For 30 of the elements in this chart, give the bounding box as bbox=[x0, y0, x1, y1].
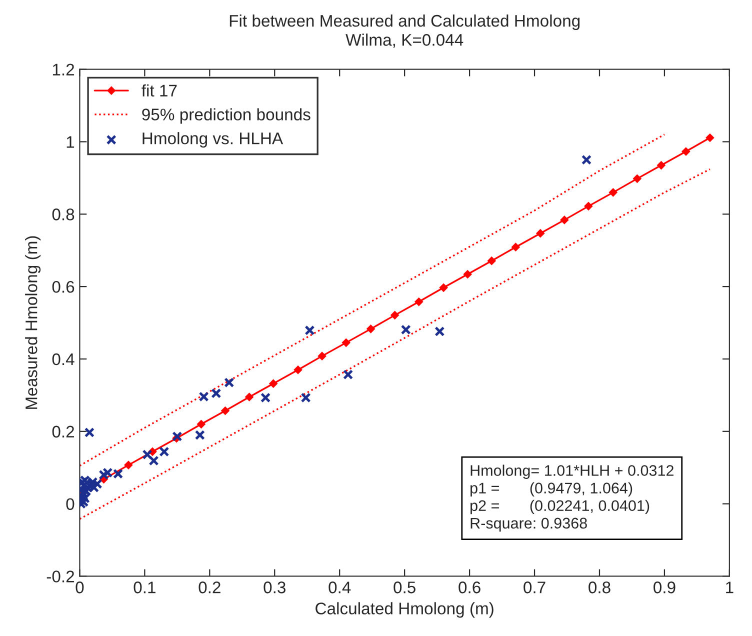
y-tick-label: 0 bbox=[66, 498, 74, 510]
x-tick-label: 0.8 bbox=[588, 582, 610, 594]
x-tick-label: 0.9 bbox=[654, 582, 676, 594]
chart-subtitle: Wilma, K=0.044 bbox=[346, 34, 464, 48]
x-tick-label: 0.4 bbox=[328, 582, 351, 594]
x-tick-label: 0 bbox=[76, 582, 84, 594]
annotation: Hmolong= 1.01*HLH + 0.0312 bbox=[470, 464, 674, 479]
x-tick-label: 0.6 bbox=[458, 582, 480, 594]
legend-label: fit 17 bbox=[142, 84, 177, 97]
x-tick-label: 0.1 bbox=[134, 582, 156, 594]
y-tick-label: 0.2 bbox=[52, 426, 74, 438]
y-tick-label: 1.2 bbox=[52, 64, 74, 76]
y-tick-label: 1 bbox=[66, 136, 74, 148]
x-tick-label: 1 bbox=[726, 582, 734, 594]
chart-title: Fit between Measured and Calculated Hmolong bbox=[230, 14, 580, 30]
x-axis-title: Calculated Hmolong (m) bbox=[316, 602, 494, 618]
legend-label: Hmolong vs. HLHA bbox=[142, 132, 284, 148]
x-tick-label: 0.5 bbox=[394, 582, 416, 594]
y-tick-label: 0.6 bbox=[52, 280, 74, 293]
y-axis-title: Measured Hmolong (m) bbox=[25, 236, 41, 409]
x-tick-label: 0.7 bbox=[524, 582, 546, 594]
annotation: p1 = (0.9479, 1.064) bbox=[470, 482, 632, 497]
x-tick-label: 0.3 bbox=[264, 582, 286, 594]
y-tick-label: 0.4 bbox=[52, 353, 74, 366]
y-tick-label: 0.8 bbox=[52, 208, 74, 220]
annotation: p2 = (0.02241, 0.0401) bbox=[470, 500, 650, 514]
y-tick-label: -0.2 bbox=[46, 570, 74, 582]
legend-label: 95% prediction bounds bbox=[142, 108, 310, 124]
x-tick-label: 0.2 bbox=[198, 582, 220, 594]
annotation: R-square: 0.9368 bbox=[470, 518, 587, 532]
